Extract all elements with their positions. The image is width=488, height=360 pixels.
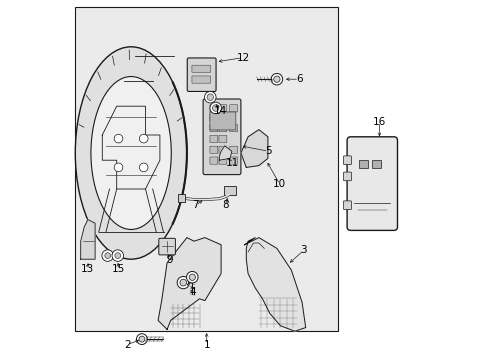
Circle shape: [136, 334, 147, 345]
Text: 6: 6: [295, 74, 302, 84]
FancyBboxPatch shape: [343, 201, 351, 210]
FancyArrow shape: [371, 160, 380, 168]
Circle shape: [273, 76, 280, 82]
Circle shape: [204, 91, 216, 103]
FancyBboxPatch shape: [209, 114, 218, 121]
Circle shape: [180, 279, 186, 286]
FancyBboxPatch shape: [219, 125, 226, 132]
FancyBboxPatch shape: [219, 157, 226, 164]
Circle shape: [139, 163, 148, 172]
Polygon shape: [244, 238, 305, 331]
Text: 5: 5: [265, 146, 271, 156]
Circle shape: [139, 134, 148, 143]
FancyBboxPatch shape: [209, 125, 218, 132]
FancyBboxPatch shape: [229, 157, 237, 164]
FancyBboxPatch shape: [219, 146, 226, 153]
FancyBboxPatch shape: [219, 105, 226, 112]
FancyBboxPatch shape: [192, 76, 210, 83]
Circle shape: [102, 250, 113, 261]
Text: 13: 13: [81, 264, 94, 274]
Circle shape: [114, 163, 122, 172]
Text: 15: 15: [112, 264, 125, 274]
FancyBboxPatch shape: [343, 156, 351, 165]
Polygon shape: [219, 146, 231, 160]
Circle shape: [206, 94, 213, 100]
Text: 3: 3: [300, 245, 306, 255]
Text: 12: 12: [236, 53, 249, 63]
Text: 2: 2: [124, 339, 131, 350]
Polygon shape: [241, 130, 267, 167]
Text: 16: 16: [372, 117, 386, 127]
Circle shape: [212, 105, 219, 111]
FancyBboxPatch shape: [192, 65, 210, 72]
FancyBboxPatch shape: [209, 105, 218, 112]
FancyBboxPatch shape: [187, 58, 216, 91]
Text: 7: 7: [192, 200, 199, 210]
Circle shape: [114, 134, 122, 143]
Circle shape: [112, 250, 123, 261]
Ellipse shape: [75, 47, 186, 259]
FancyArrow shape: [358, 160, 367, 168]
FancyBboxPatch shape: [203, 99, 241, 175]
Circle shape: [104, 253, 110, 258]
Text: 4: 4: [188, 287, 195, 297]
Circle shape: [177, 276, 189, 289]
Text: 11: 11: [225, 158, 239, 168]
FancyBboxPatch shape: [229, 105, 237, 112]
FancyBboxPatch shape: [343, 172, 351, 181]
Ellipse shape: [91, 77, 171, 229]
FancyBboxPatch shape: [159, 238, 175, 255]
Text: 9: 9: [166, 255, 173, 265]
FancyBboxPatch shape: [209, 135, 218, 143]
FancyBboxPatch shape: [177, 194, 185, 202]
Circle shape: [270, 73, 282, 85]
FancyBboxPatch shape: [209, 157, 218, 164]
FancyBboxPatch shape: [219, 135, 226, 143]
Bar: [75, 7, 337, 331]
FancyBboxPatch shape: [219, 114, 226, 121]
Text: 1: 1: [203, 339, 209, 350]
Text: 14: 14: [213, 105, 226, 116]
Text: 10: 10: [273, 179, 286, 189]
Circle shape: [139, 336, 144, 342]
FancyBboxPatch shape: [229, 146, 237, 153]
Polygon shape: [81, 220, 95, 259]
FancyBboxPatch shape: [346, 137, 397, 230]
Circle shape: [189, 274, 195, 280]
Text: 8: 8: [222, 200, 228, 210]
Circle shape: [209, 102, 221, 114]
Polygon shape: [158, 238, 221, 329]
FancyBboxPatch shape: [224, 186, 235, 195]
FancyBboxPatch shape: [229, 125, 237, 132]
Circle shape: [115, 253, 121, 258]
FancyBboxPatch shape: [209, 146, 218, 153]
FancyBboxPatch shape: [209, 112, 235, 130]
Circle shape: [186, 271, 198, 283]
